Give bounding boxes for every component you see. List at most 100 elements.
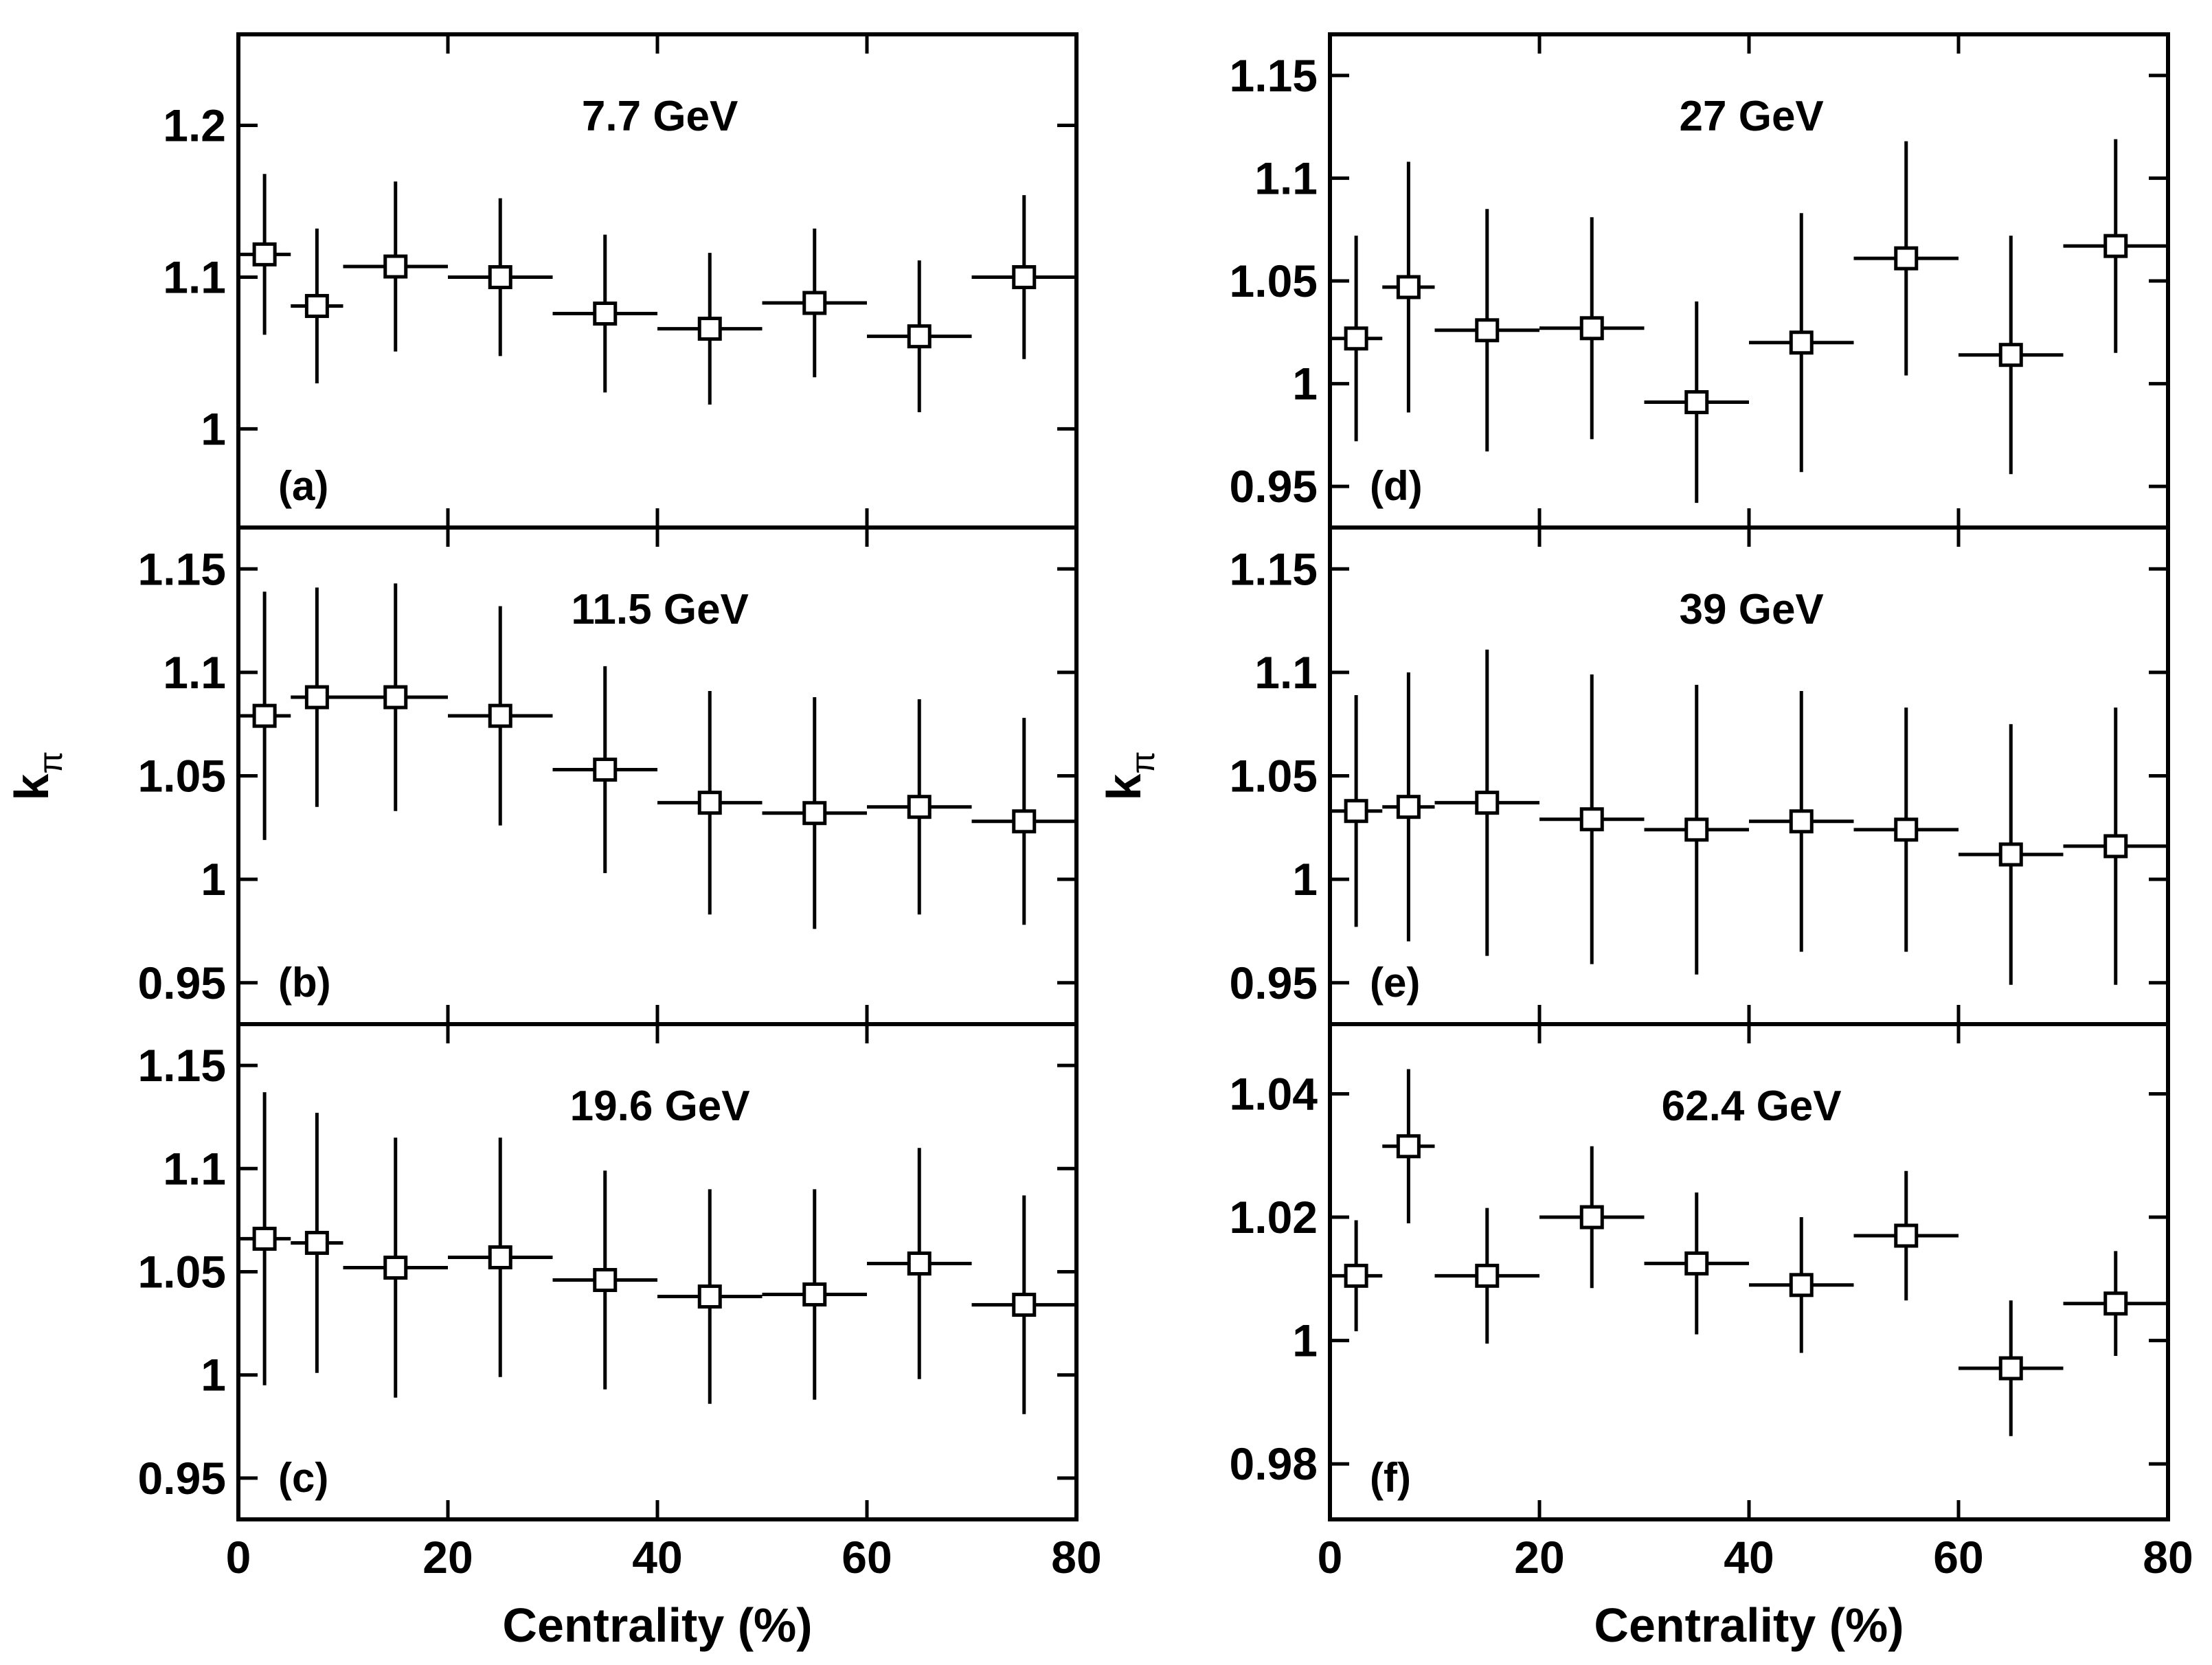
data-point-a-1 <box>304 293 329 318</box>
x-tick-label-c-3: 60 <box>842 1532 892 1583</box>
y-axis-title-b: kπ <box>5 751 69 800</box>
x-tick-label-f-1: 20 <box>1514 1532 1564 1583</box>
data-point-c-5 <box>697 1284 722 1309</box>
data-point-e-5 <box>1789 809 1814 834</box>
data-point-d-0 <box>1344 326 1368 351</box>
data-point-b-3 <box>488 703 512 728</box>
data-point-a-8 <box>1012 264 1037 289</box>
x-tick-label-f-2: 40 <box>1724 1532 1774 1583</box>
data-point-e-7 <box>1998 842 2023 867</box>
panel-tag-c: (c) <box>278 1455 328 1501</box>
y-tick-label-f-2: 1.02 <box>1230 1192 1318 1243</box>
data-point-d-5 <box>1789 330 1814 355</box>
data-point-f-7 <box>1998 1356 2023 1381</box>
x-tick-label-f-4: 80 <box>2143 1532 2193 1583</box>
y-tick-label-b-0: 0.95 <box>138 958 226 1008</box>
data-point-c-0 <box>252 1226 277 1251</box>
data-point-b-5 <box>697 791 722 815</box>
data-point-e-4 <box>1684 817 1709 842</box>
data-point-d-3 <box>1579 316 1604 341</box>
data-point-c-3 <box>488 1245 512 1269</box>
x-axis-title-c: Centrality (%) <box>502 1598 812 1652</box>
y-tick-label-c-4: 1.15 <box>138 1040 226 1091</box>
y-tick-label-c-1: 1 <box>201 1350 226 1401</box>
y-tick-label-b-1: 1 <box>201 854 226 905</box>
panel-title-a: 7.7 GeV <box>582 93 738 140</box>
y-tick-label-d-0: 0.95 <box>1230 461 1318 512</box>
panel-title-f: 62.4 GeV <box>1662 1083 1842 1130</box>
y-tick-label-a-0: 1 <box>201 403 226 454</box>
y-tick-label-a-1: 1.1 <box>163 251 226 302</box>
data-point-a-4 <box>593 301 618 326</box>
panel-tag-b: (b) <box>278 960 331 1006</box>
data-point-a-6 <box>802 291 827 315</box>
x-tick-label-f-0: 0 <box>1318 1532 1343 1583</box>
data-point-d-6 <box>1894 246 1919 271</box>
y-tick-label-d-2: 1.05 <box>1230 256 1318 306</box>
data-point-c-2 <box>383 1255 408 1280</box>
panel-tag-e: (e) <box>1370 960 1420 1006</box>
y-tick-label-a-2: 1.2 <box>163 100 226 151</box>
y-tick-label-b-3: 1.1 <box>163 647 226 698</box>
data-point-d-7 <box>1998 343 2023 367</box>
y-tick-label-c-2: 1.05 <box>138 1247 226 1298</box>
y-tick-label-b-2: 1.05 <box>138 751 226 802</box>
data-point-c-6 <box>802 1282 827 1307</box>
y-tick-label-d-1: 1 <box>1292 359 1318 409</box>
y-tick-label-c-3: 1.1 <box>163 1143 226 1194</box>
data-point-f-1 <box>1396 1134 1421 1159</box>
panel-tag-f: (f) <box>1370 1455 1411 1501</box>
y-tick-label-d-3: 1.1 <box>1254 152 1318 203</box>
x-tick-label-f-3: 60 <box>1933 1532 1983 1583</box>
y-tick-label-f-1: 1 <box>1292 1315 1318 1366</box>
data-point-b-1 <box>304 685 329 710</box>
y-tick-label-e-2: 1.05 <box>1230 751 1318 802</box>
data-point-f-2 <box>1475 1263 1500 1288</box>
data-point-a-7 <box>907 324 932 349</box>
data-point-b-6 <box>802 801 827 826</box>
data-point-f-0 <box>1344 1263 1368 1288</box>
data-point-a-5 <box>697 317 722 341</box>
data-point-e-8 <box>2103 834 2128 859</box>
x-tick-label-c-2: 40 <box>632 1532 682 1583</box>
y-tick-label-b-4: 1.15 <box>138 543 226 594</box>
panel-title-d: 27 GeV <box>1680 93 1824 140</box>
y-tick-label-d-4: 1.15 <box>1230 50 1318 101</box>
x-axis-title-f: Centrality (%) <box>1594 1598 1904 1652</box>
panel-title-b: 11.5 GeV <box>571 586 749 633</box>
y-tick-label-e-1: 1 <box>1292 854 1318 905</box>
data-point-c-7 <box>907 1251 932 1276</box>
data-point-f-4 <box>1684 1251 1709 1276</box>
data-point-f-3 <box>1579 1205 1604 1230</box>
y-tick-label-e-0: 0.95 <box>1230 958 1318 1008</box>
panel-tag-a: (a) <box>278 463 328 509</box>
data-point-f-6 <box>1894 1223 1919 1248</box>
data-point-c-1 <box>304 1230 329 1255</box>
data-point-b-8 <box>1012 809 1037 834</box>
panel-title-e: 39 GeV <box>1680 586 1824 633</box>
y-tick-label-e-3: 1.1 <box>1254 647 1318 698</box>
data-point-e-1 <box>1396 795 1421 819</box>
data-point-e-0 <box>1344 799 1368 824</box>
data-point-b-2 <box>383 685 408 710</box>
data-point-d-8 <box>2103 234 2128 258</box>
data-point-e-6 <box>1894 817 1919 842</box>
data-point-e-3 <box>1579 807 1604 832</box>
data-point-d-4 <box>1684 390 1709 415</box>
x-tick-label-c-4: 80 <box>1051 1532 1101 1583</box>
data-point-a-0 <box>252 242 277 267</box>
x-tick-label-c-0: 0 <box>226 1532 251 1583</box>
data-point-d-1 <box>1396 275 1421 299</box>
y-tick-label-f-0: 0.98 <box>1230 1438 1318 1489</box>
data-point-b-7 <box>907 795 932 819</box>
data-point-c-4 <box>593 1268 618 1293</box>
data-point-b-0 <box>252 703 277 728</box>
data-point-a-3 <box>488 264 512 289</box>
panel-tag-d: (d) <box>1370 463 1423 509</box>
data-point-a-2 <box>383 254 408 279</box>
data-point-f-5 <box>1789 1273 1814 1298</box>
y-tick-label-e-4: 1.15 <box>1230 543 1318 594</box>
data-point-e-2 <box>1475 791 1500 815</box>
